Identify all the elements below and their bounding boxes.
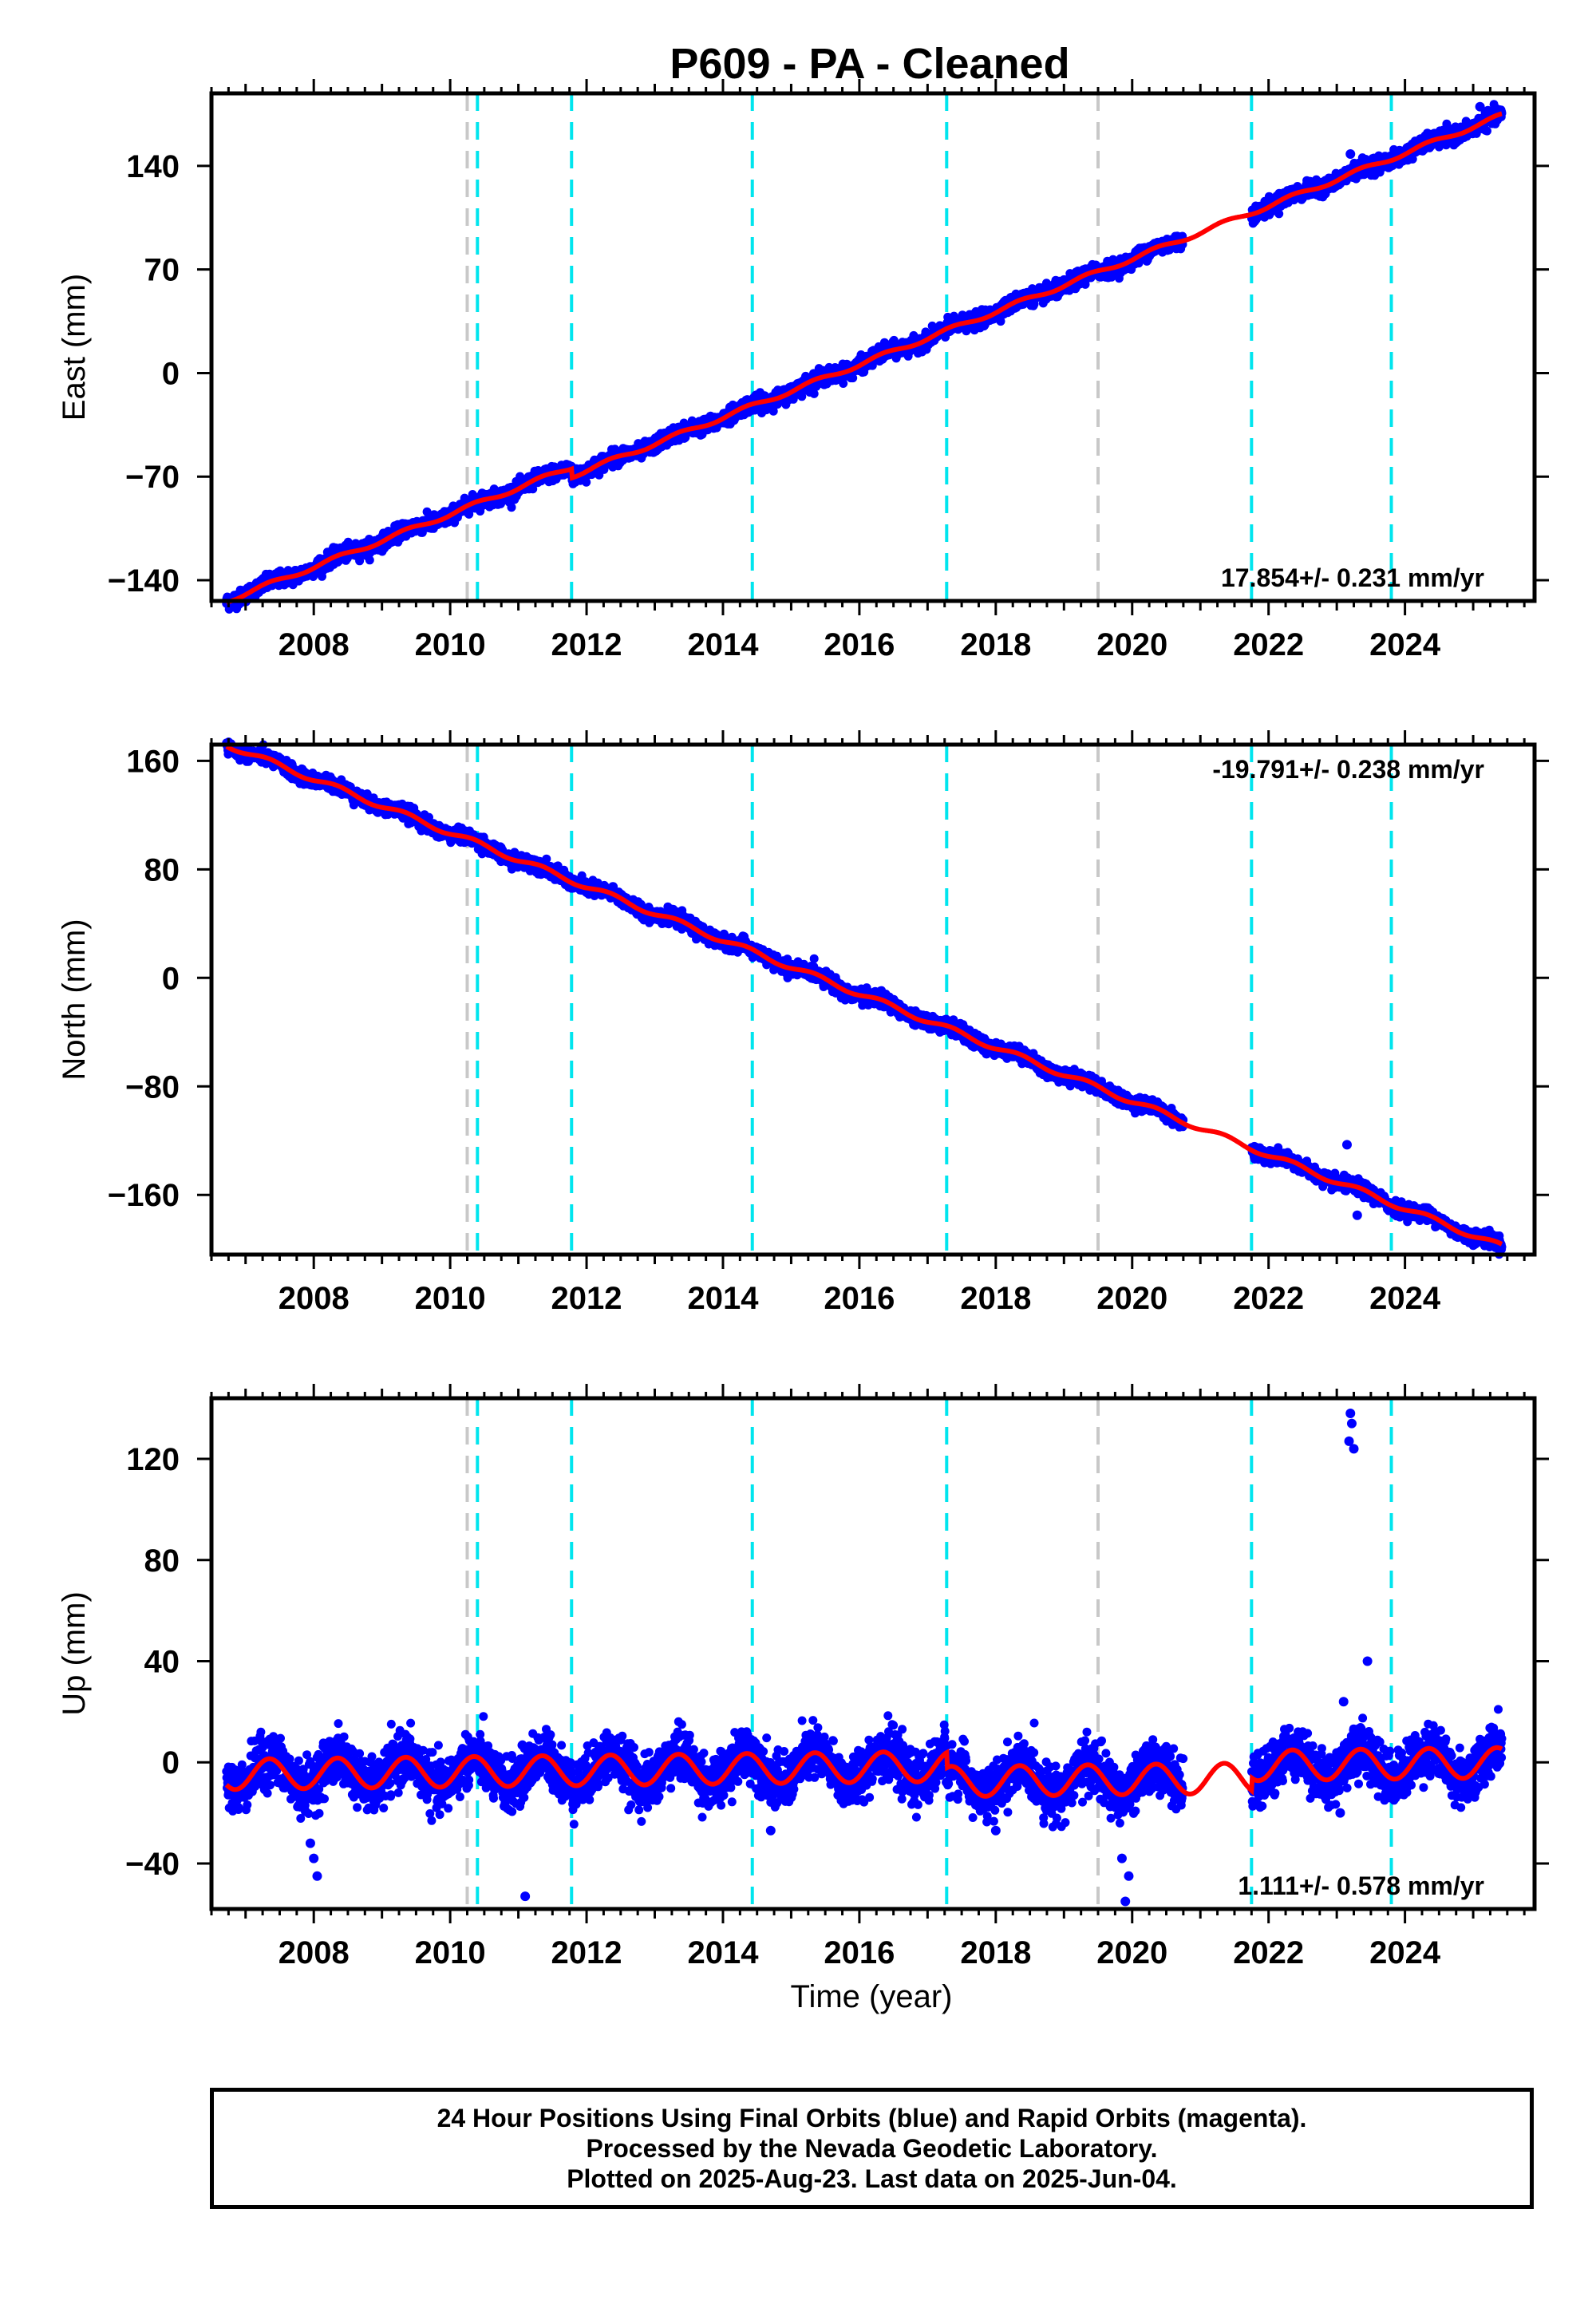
x-tick-label: 2008 <box>279 627 350 662</box>
x-tick-label: 2018 <box>960 627 1031 662</box>
panel-north: 2008 2010 2012 2014 2016 2018 2020 2022 2024−160… <box>57 730 1549 1316</box>
data-point-outlier <box>1345 149 1356 160</box>
data-point <box>1483 126 1491 136</box>
panel-east: 2008 2010 2012 2014 2016 2018 2020 2022 2024 −140… <box>57 79 1549 662</box>
x-tick-label: 2024 <box>1369 627 1441 662</box>
data-point-outlier <box>1475 101 1485 112</box>
panels: 2008 2010 2012 2014 2016 2018 2020 2022 2024 −140… <box>57 79 1549 1970</box>
data-point <box>1274 209 1284 219</box>
x-tick-label: 2016 <box>824 627 895 662</box>
y-axis-label-east: East (mm) <box>57 274 92 421</box>
y-tick-label: −70 <box>125 460 180 495</box>
data-points-east <box>222 100 1507 614</box>
x-tick-label: 2020 <box>1096 627 1167 662</box>
x-tick-label: 2012 <box>551 627 622 662</box>
x-tick-label: 2014 <box>687 627 759 662</box>
y-tick-label: 140 <box>126 149 180 184</box>
x-tick-label: 2010 <box>415 627 486 662</box>
y-tick-label: 0 <box>162 356 180 391</box>
y-tick-label: 70 <box>144 253 180 288</box>
rate-label-east: 17.854+/- 0.231 mm/yr <box>1221 563 1484 592</box>
data-point <box>507 503 516 512</box>
y-tick-label: −140 <box>108 563 180 599</box>
chart-title: P609 - PA - Cleaned <box>670 40 1069 88</box>
x-tick-label: 2022 <box>1233 627 1304 662</box>
